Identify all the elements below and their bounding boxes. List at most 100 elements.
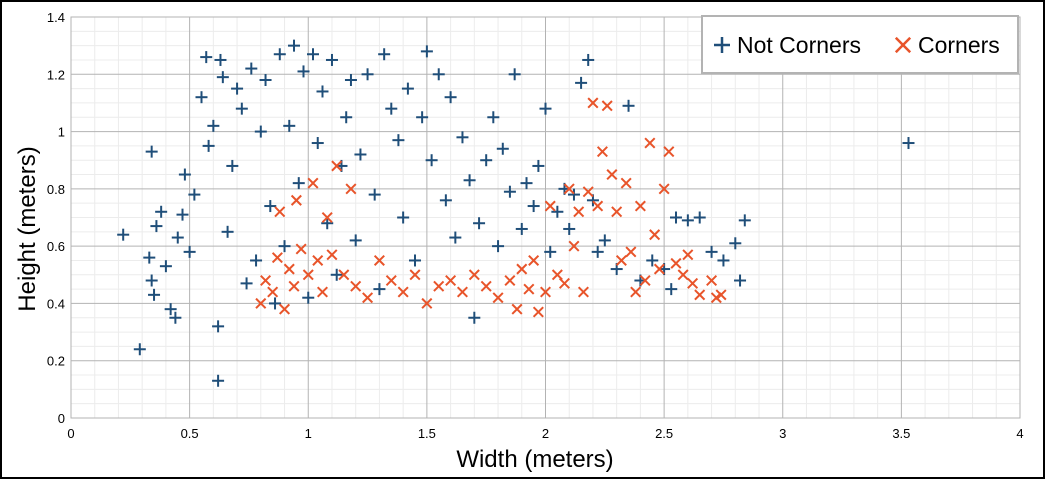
data-point (409, 269, 421, 281)
x-b (267, 286, 279, 298)
data-point (480, 154, 493, 167)
x-tick-label: 3.5 (892, 426, 910, 441)
data-point (362, 292, 374, 304)
data-point (658, 183, 670, 195)
x-tick-label: 3 (779, 426, 786, 441)
data-point (331, 160, 343, 172)
data-point (598, 234, 611, 247)
x-b (532, 306, 544, 318)
data-point (354, 148, 367, 161)
data-point (425, 154, 438, 167)
data-point (606, 169, 618, 181)
data-point (677, 269, 689, 281)
data-point (288, 280, 300, 292)
data-point (496, 142, 509, 155)
data-point (463, 174, 476, 187)
data-point (511, 303, 523, 315)
legend-label-corners: Corners (918, 32, 1000, 58)
data-point (449, 231, 462, 244)
data-point (117, 228, 130, 241)
x-axis-title: Width (meters) (456, 446, 613, 473)
x-b (321, 211, 333, 224)
data-point (288, 39, 301, 52)
data-point (508, 68, 521, 81)
x-b (677, 269, 689, 281)
y-tick-label: 0 (58, 411, 65, 426)
data-point (480, 280, 492, 292)
x-b (563, 183, 575, 195)
data-point (148, 288, 161, 301)
x-b (528, 254, 540, 266)
data-point (279, 303, 291, 315)
data-point (195, 91, 208, 104)
x-b (492, 292, 504, 304)
data-point (231, 82, 244, 95)
data-point (516, 263, 528, 275)
data-point (283, 119, 296, 132)
y-tick-label: 0.8 (47, 182, 65, 197)
x-b (715, 289, 727, 301)
x-tick-label: 0.5 (181, 426, 199, 441)
data-point (290, 194, 302, 206)
data-point (416, 111, 429, 124)
data-point (274, 206, 286, 218)
x-b (345, 183, 357, 195)
data-point (715, 289, 727, 301)
data-point (575, 76, 588, 89)
data-point (178, 168, 191, 181)
data-point (625, 246, 637, 258)
data-point (321, 217, 334, 230)
x-b (523, 283, 535, 295)
data-point (634, 200, 646, 212)
data-point (267, 286, 279, 298)
legend-label-not-corners: Not Corners (737, 32, 861, 58)
x-b (421, 297, 433, 309)
data-point (456, 286, 468, 298)
data-point (176, 208, 189, 221)
data-point (646, 254, 659, 267)
data-point (487, 111, 500, 124)
x-b (568, 240, 580, 252)
legend-marker-not-corners (714, 37, 730, 53)
x-b (625, 246, 637, 258)
data-point (401, 82, 414, 95)
data-point (164, 303, 177, 316)
x-b (649, 229, 661, 241)
data-point (682, 249, 694, 261)
x-b (706, 275, 718, 287)
data-point (551, 205, 564, 218)
data-point (591, 245, 604, 258)
data-point (681, 214, 694, 227)
data-point (582, 53, 595, 66)
data-point (245, 62, 258, 75)
data-point (596, 146, 608, 158)
data-point (295, 243, 307, 255)
data-point (326, 249, 338, 261)
data-point (504, 275, 516, 287)
data-point (734, 274, 747, 287)
y-tick-label: 0.6 (47, 239, 65, 254)
data-point (188, 188, 201, 201)
data-point (528, 254, 540, 266)
data-point (527, 200, 540, 213)
x-b (433, 280, 445, 292)
x-b (373, 254, 385, 266)
data-point (269, 297, 282, 310)
x-b (694, 289, 706, 301)
data-point (615, 254, 627, 266)
data-point (278, 240, 291, 253)
data-point (582, 186, 594, 198)
data-point (717, 254, 730, 267)
data-point (145, 274, 158, 287)
data-point (133, 343, 146, 356)
data-point (432, 68, 445, 81)
data-point (368, 188, 381, 201)
data-point (694, 289, 706, 301)
x-b (601, 100, 613, 112)
x-b (634, 200, 646, 212)
x-b (611, 206, 623, 218)
data-point (563, 222, 576, 235)
data-point (171, 231, 184, 244)
legend-x-icon (894, 36, 912, 54)
